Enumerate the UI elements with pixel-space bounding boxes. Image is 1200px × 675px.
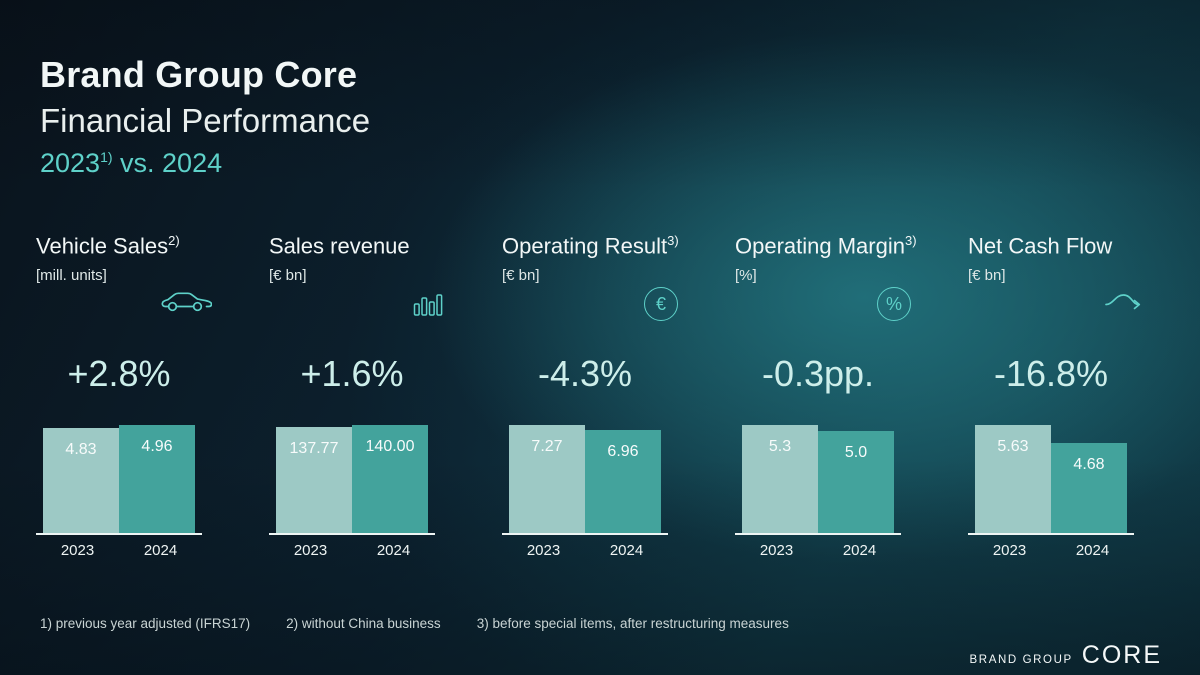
- bar-value: 4.68: [1073, 456, 1105, 474]
- bar-value: 137.77: [289, 440, 339, 458]
- kpi-label: Operating Margin: [735, 233, 905, 259]
- percent-icon: %: [877, 287, 911, 322]
- comparison-rest: vs. 2024: [112, 148, 223, 178]
- bar-2024: 4.68: [1051, 443, 1127, 534]
- footnotes: 1) previous year adjusted (IFRS17) 2) wi…: [40, 616, 789, 631]
- car-icon: [158, 287, 212, 315]
- kpi-footnote-ref: 3): [904, 233, 917, 248]
- euro-icon: €: [644, 287, 678, 322]
- kpi-unit: [€ bn]: [502, 267, 540, 285]
- comparison-heading: 20231) vs. 2024: [40, 148, 370, 179]
- bar-value: 7.27: [531, 438, 563, 456]
- percent-circle: %: [877, 287, 911, 322]
- bar-2023: 5.3: [742, 425, 818, 534]
- bar-chart: 7.27 6.96: [502, 423, 668, 536]
- year-labels: 2023 2024: [36, 542, 202, 559]
- kpi-unit: [€ bn]: [269, 267, 307, 285]
- kpi-meta: [€ bn]: [968, 267, 1168, 325]
- page-subtitle: Financial Performance: [40, 102, 371, 139]
- kpi-meta: [%] %: [735, 267, 935, 325]
- brand-logo: BRAND GROUP CORE: [970, 641, 1162, 670]
- bar-value: 6.96: [607, 443, 639, 461]
- comparison-year: 2023: [40, 148, 101, 178]
- kpi-column-vehicle-sales: Vehicle Sales2) [mill. units] +2.8% 4.83…: [36, 226, 236, 559]
- kpi-meta: [mill. units]: [36, 267, 236, 325]
- year-label-2024: 2024: [143, 542, 178, 560]
- bar-chart: 137.77 140.00: [269, 423, 435, 536]
- slide-header: Brand Group Core Financial Performance 2…: [40, 54, 370, 179]
- bar-chart: 5.3 5.0: [735, 423, 901, 536]
- year-label-2024: 2024: [609, 542, 644, 560]
- kpi-title: Vehicle Sales2): [36, 226, 236, 261]
- kpi-title: Operating Margin3): [735, 226, 935, 261]
- bar-value: 140.00: [365, 438, 415, 456]
- cashflow-icon: [1102, 287, 1144, 313]
- kpi-unit: [%]: [735, 267, 757, 285]
- year-labels: 2023 2024: [269, 542, 435, 559]
- kpi-delta: -16.8%: [993, 353, 1109, 395]
- year-label-2024: 2024: [842, 542, 877, 560]
- year-label-2023: 2023: [293, 542, 328, 560]
- logo-brand-text: BRAND GROUP: [969, 654, 1073, 666]
- year-label-2024: 2024: [376, 542, 411, 560]
- bar-2024: 6.96: [585, 430, 661, 534]
- footnote-1: 1) previous year adjusted (IFRS17): [40, 616, 251, 631]
- bar-2023: 5.63: [975, 425, 1051, 534]
- year-label-2023: 2023: [526, 542, 561, 560]
- kpi-footnote-ref: 2): [168, 233, 180, 248]
- year-labels: 2023 2024: [735, 542, 901, 559]
- year-label-2024: 2024: [1075, 542, 1110, 560]
- kpi-delta: +1.6%: [300, 353, 404, 395]
- bar-value: 4.96: [141, 438, 173, 456]
- year-label-2023: 2023: [60, 542, 95, 560]
- kpi-label: Operating Result: [502, 233, 668, 259]
- bar-value: 5.3: [768, 438, 792, 456]
- kpi-title: Sales revenue: [269, 226, 469, 261]
- bar-chart: 5.63 4.68: [968, 423, 1134, 536]
- bar-value: 5.0: [844, 444, 868, 462]
- year-labels: 2023 2024: [968, 542, 1134, 559]
- kpi-meta: [€ bn] €: [502, 267, 702, 325]
- kpi-meta: [€ bn]: [269, 267, 469, 325]
- kpi-column-operating-margin: Operating Margin3) [%] % -0.3pp. 5.3 5.0…: [735, 226, 935, 559]
- bar-chart-icon: [412, 287, 445, 318]
- bar-2023: 137.77: [276, 427, 352, 534]
- kpi-footnote-ref: 3): [667, 233, 679, 248]
- kpi-label: Sales revenue: [269, 233, 410, 259]
- kpi-label: Vehicle Sales: [36, 233, 169, 259]
- bar-2023: 7.27: [509, 425, 585, 534]
- kpi-grid: Vehicle Sales2) [mill. units] +2.8% 4.83…: [36, 226, 1168, 559]
- year-label-2023: 2023: [759, 542, 794, 560]
- logo-core-text: CORE: [1081, 641, 1162, 669]
- kpi-label: Net Cash Flow: [968, 233, 1113, 259]
- euro-circle: €: [644, 287, 678, 322]
- bar-value: 5.63: [997, 438, 1029, 456]
- kpi-unit: [€ bn]: [968, 267, 1006, 285]
- kpi-delta: -0.3pp.: [761, 353, 875, 395]
- bar-value: 4.83: [65, 441, 97, 459]
- year-labels: 2023 2024: [502, 542, 668, 559]
- kpi-column-operating-result: Operating Result3) [€ bn] € -4.3% 7.27 6…: [502, 226, 702, 559]
- footnote-2: 2) without China business: [286, 616, 441, 631]
- kpi-title: Net Cash Flow: [968, 226, 1168, 261]
- kpi-delta: -4.3%: [537, 353, 633, 395]
- page-title: Brand Group Core: [40, 54, 358, 95]
- bar-2023: 4.83: [43, 428, 119, 534]
- bar-2024: 4.96: [119, 425, 195, 534]
- kpi-title: Operating Result3): [502, 226, 702, 261]
- kpi-column-sales-revenue: Sales revenue [€ bn] +1.6% 137.77 140.00…: [269, 226, 469, 559]
- bar-2024: 140.00: [352, 425, 428, 534]
- kpi-unit: [mill. units]: [36, 267, 107, 285]
- bar-2024: 5.0: [818, 431, 894, 534]
- footnote-3: 3) before special items, after restructu…: [476, 616, 789, 631]
- bar-chart: 4.83 4.96: [36, 423, 202, 536]
- comparison-footnote-ref: 1): [100, 149, 113, 165]
- year-label-2023: 2023: [992, 542, 1027, 560]
- kpi-column-net-cash-flow: Net Cash Flow [€ bn] -16.8% 5.63 4.68 20…: [968, 226, 1168, 559]
- kpi-delta: +2.8%: [67, 353, 171, 395]
